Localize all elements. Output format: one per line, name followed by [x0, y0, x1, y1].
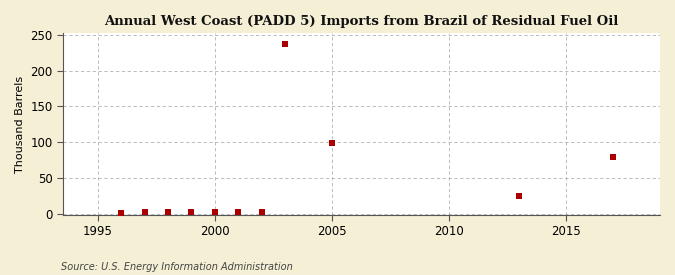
Point	[209, 210, 220, 214]
Point	[233, 210, 244, 214]
Point	[327, 141, 338, 145]
Point	[115, 211, 126, 215]
Point	[256, 210, 267, 214]
Point	[279, 42, 290, 46]
Point	[163, 210, 173, 214]
Point	[608, 155, 618, 160]
Title: Annual West Coast (PADD 5) Imports from Brazil of Residual Fuel Oil: Annual West Coast (PADD 5) Imports from …	[104, 15, 618, 28]
Point	[139, 210, 150, 214]
Y-axis label: Thousand Barrels: Thousand Barrels	[15, 76, 25, 173]
Text: Source: U.S. Energy Information Administration: Source: U.S. Energy Information Administ…	[61, 262, 292, 272]
Point	[514, 194, 525, 198]
Point	[186, 210, 197, 214]
